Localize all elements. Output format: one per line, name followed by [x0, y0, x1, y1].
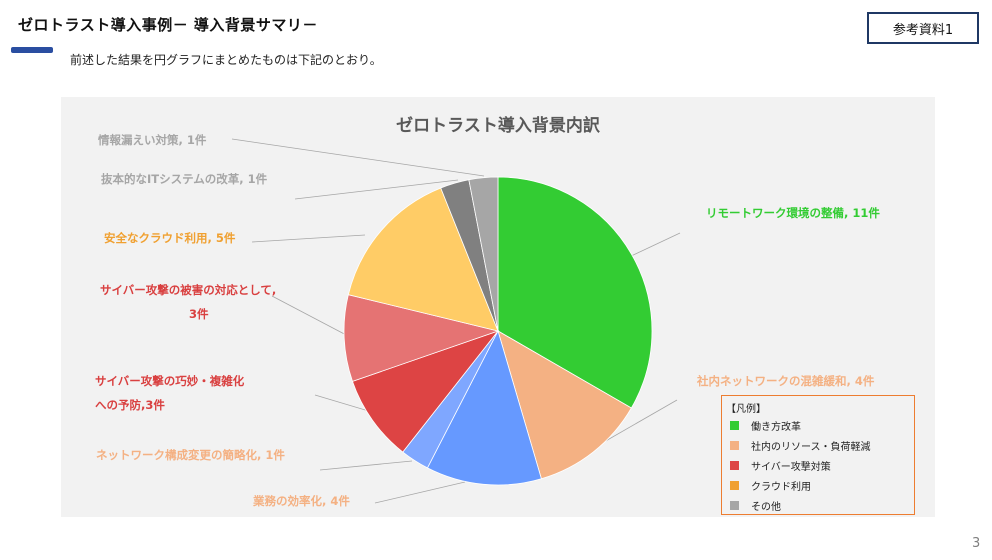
leader-line-efficiency	[374, 481, 466, 504]
pie-slice-2	[426, 329, 542, 486]
slice-label-damage-line2: 3件	[189, 307, 209, 321]
legend-item-workstyle: 働き方改革	[730, 418, 801, 433]
leader-line-cloud	[251, 234, 366, 243]
slice-label-leak: 情報漏えい対策, 1件	[98, 133, 207, 147]
pie-slice-6	[347, 187, 499, 332]
leader-line-damage	[271, 295, 351, 338]
slice-label-efficiency: 業務の効率化, 4件	[253, 494, 350, 508]
pie-slice-8	[468, 176, 499, 332]
page-subtitle: 前述した結果を円グラフにまとめたものは下記のとおり。	[70, 53, 382, 67]
pie-slice-1	[497, 330, 632, 480]
pie-slice-0	[497, 176, 653, 409]
legend-label: クラウド利用	[751, 481, 811, 493]
title-accent-bar	[11, 47, 53, 53]
slice-label-remote: リモートワーク環境の整備, 11件	[706, 206, 880, 220]
legend-item-resource: 社内のリソース・負荷軽減	[730, 438, 871, 453]
legend-label: サイバー攻撃対策	[751, 461, 831, 473]
reference-label: 参考資料1	[892, 22, 954, 38]
page-number: 3	[972, 536, 981, 551]
leader-line-it-reform	[294, 179, 459, 200]
legend-swatch-icon	[730, 440, 739, 450]
pie-slice-5	[343, 294, 500, 382]
pie-slice-4	[351, 330, 500, 453]
legend-swatch-icon	[730, 500, 739, 510]
leader-line-leak	[231, 138, 485, 177]
legend-label: 働き方改革	[751, 421, 801, 433]
leader-line-simplify	[319, 460, 413, 471]
slice-label-it-reform: 抜本的なITシステムの改革, 1件	[101, 172, 268, 186]
slice-label-cloud: 安全なクラウド利用, 5件	[104, 231, 236, 245]
legend-swatch-icon	[730, 460, 739, 470]
legend-swatch-icon	[730, 420, 739, 430]
legend-item-cloud: クラウド利用	[730, 478, 811, 493]
slice-label-prevent-line2: への予防,3件	[95, 398, 165, 412]
slice-label-prevent-line1: サイバー攻撃の巧妙・複雑化	[95, 374, 245, 388]
chart-title: ゼロトラスト導入背景内訳	[396, 116, 600, 136]
legend-swatch-icon	[730, 480, 739, 490]
page-title: ゼロトラスト導入事例－ 導入背景サマリ－	[18, 16, 318, 34]
slice-label-damage-line1: サイバー攻撃の被害の対応として,	[100, 283, 277, 297]
legend-label: その他	[751, 501, 781, 513]
slice-label-network: 社内ネットワークの混雑緩和, 4件	[697, 374, 875, 388]
legend-label: 社内のリソース・負荷軽減	[751, 441, 871, 453]
reference-label-box: 参考資料1	[867, 12, 979, 44]
legend-heading: 【凡例】	[726, 404, 766, 415]
legend-item-other: その他	[730, 498, 781, 513]
slice-label-simplify: ネットワーク構成変更の簡略化, 1件	[96, 448, 285, 462]
legend-box: 【凡例】 働き方改革 社内のリソース・負荷軽減 サイバー攻撃対策 クラウド利用 …	[721, 395, 915, 515]
legend-item-cyber: サイバー攻撃対策	[730, 458, 831, 473]
